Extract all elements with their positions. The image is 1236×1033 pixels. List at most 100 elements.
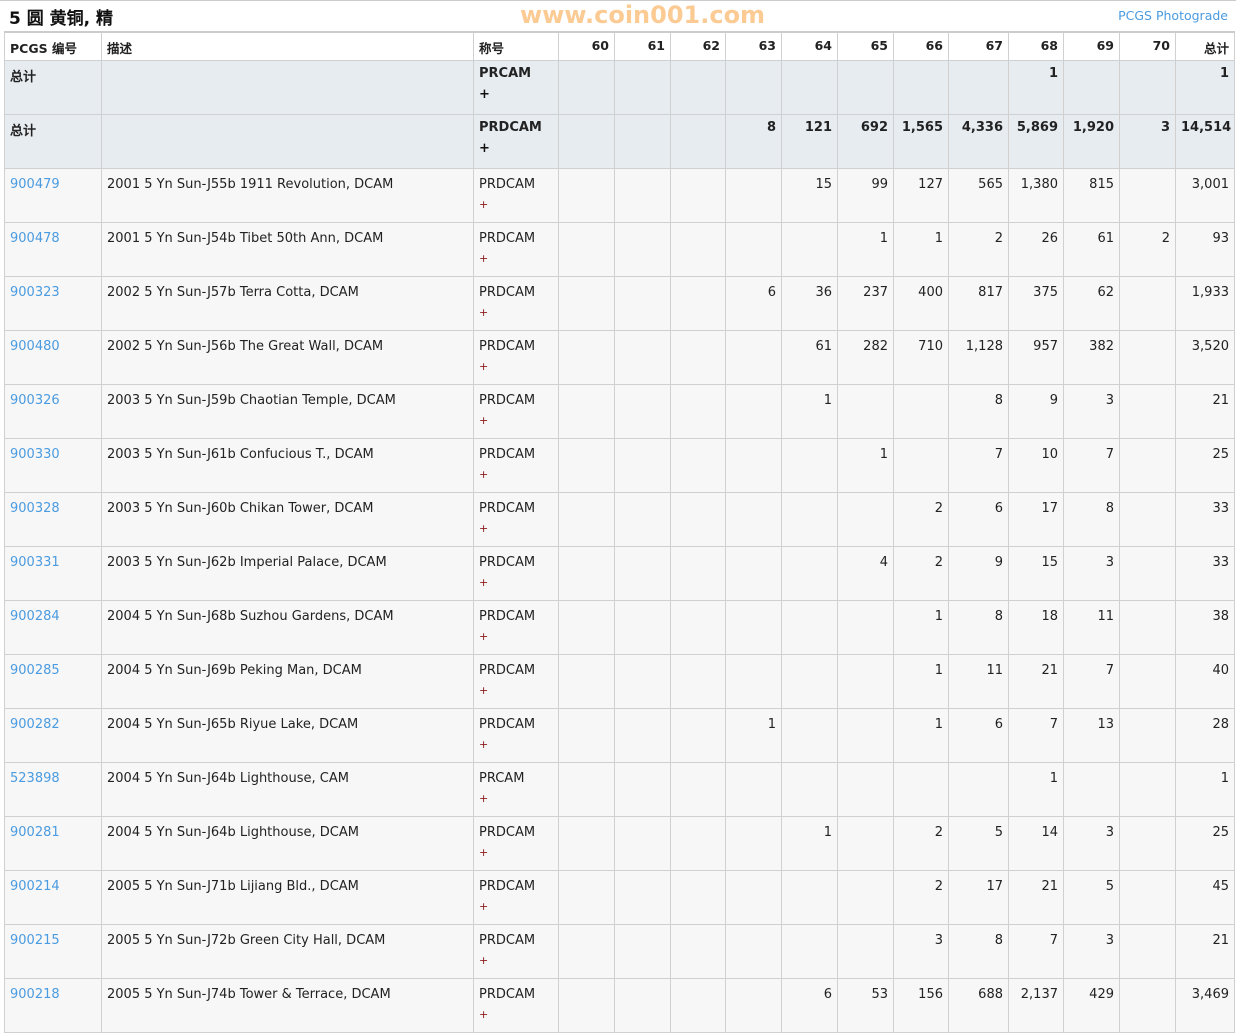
table-row: 900326 2003 5 Yn Sun-J59b Chaotian Temple… <box>4 384 1235 439</box>
grade-count-70 <box>1119 60 1176 115</box>
row-total: 93 <box>1175 222 1235 277</box>
pcgs-number-link[interactable]: 900328 <box>10 501 60 516</box>
description: 2004 5 Yn Sun-J64b Lighthouse, CAM <box>101 762 474 817</box>
row-total: 21 <box>1175 924 1235 979</box>
pcgs-number-link[interactable]: 900480 <box>10 339 60 354</box>
grade-count-69: 7 <box>1063 654 1120 709</box>
pcgs-number-link[interactable]: 900479 <box>10 177 60 192</box>
grade-count-70 <box>1119 546 1176 601</box>
grade-count-65 <box>837 384 894 439</box>
description: 2002 5 Yn Sun-J57b Terra Cotta, DCAM <box>101 276 474 331</box>
pcgs-number-link[interactable]: 900215 <box>10 933 60 948</box>
row-total: 33 <box>1175 492 1235 547</box>
pcgs-number-link[interactable]: 900330 <box>10 447 60 462</box>
table-row: 900285 2004 5 Yn Sun-J69b Peking Man, DCA… <box>4 654 1235 709</box>
grade-count-64: 121 <box>781 114 838 169</box>
column-header: 描述 <box>101 31 474 61</box>
grade-count-64 <box>781 870 838 925</box>
grade-count-61 <box>614 438 671 493</box>
totals-row: 总计 PRCAM +1 1 <box>4 60 1235 115</box>
description-cell <box>101 60 474 115</box>
plus-designation: + <box>479 87 490 102</box>
grade-count-70 <box>1119 762 1176 817</box>
grade-count-69: 429 <box>1063 978 1120 1033</box>
grade-count-70 <box>1119 276 1176 331</box>
designation-cell: PRDCAM + <box>473 114 559 169</box>
grade-count-67: 6 <box>948 708 1009 763</box>
plus-designation: + <box>479 306 489 319</box>
grade-count-69: 382 <box>1063 330 1120 385</box>
grade-count-66 <box>893 762 949 817</box>
designation-cell: PRDCAM + <box>473 924 559 979</box>
designation-cell: PRDCAM + <box>473 600 559 655</box>
pcgs-number-link[interactable]: 900285 <box>10 663 60 678</box>
column-header: 61 <box>614 31 671 61</box>
pcgs-number-link[interactable]: 523898 <box>10 771 60 786</box>
grade-count-62 <box>670 492 726 547</box>
row-total: 1,933 <box>1175 276 1235 331</box>
designation-cell: PRDCAM + <box>473 708 559 763</box>
grade-count-68: 17 <box>1008 492 1064 547</box>
pcgs-number-link[interactable]: 900281 <box>10 825 60 840</box>
grade-count-64 <box>781 222 838 277</box>
grade-count-60 <box>558 60 615 115</box>
grade-count-64 <box>781 60 838 115</box>
grade-count-68: 1 <box>1008 60 1064 115</box>
grade-count-63 <box>725 924 782 979</box>
grade-count-70: 2 <box>1119 222 1176 277</box>
pcgs-number-link[interactable]: 900478 <box>10 231 60 246</box>
table-row: 900331 2003 5 Yn Sun-J62b Imperial Palace… <box>4 546 1235 601</box>
pcgs-photograde-link[interactable]: PCGS Photograde <box>1118 8 1228 23</box>
grade-count-64 <box>781 492 838 547</box>
grade-count-68: 2,137 <box>1008 978 1064 1033</box>
grade-count-66: 3 <box>893 924 949 979</box>
row-total: 21 <box>1175 384 1235 439</box>
pcgs-number-cell: 900282 <box>4 708 102 763</box>
pcgs-number-link[interactable]: 900282 <box>10 717 60 732</box>
column-header: 68 <box>1008 31 1064 61</box>
description: 2004 5 Yn Sun-J68b Suzhou Gardens, DCAM <box>101 600 474 655</box>
designation: PRDCAM <box>479 393 536 408</box>
grade-count-62 <box>670 762 726 817</box>
grade-count-67: 2 <box>948 222 1009 277</box>
pcgs-number-link[interactable]: 900323 <box>10 285 60 300</box>
grade-count-69 <box>1063 762 1120 817</box>
pcgs-number-link[interactable]: 900214 <box>10 879 60 894</box>
grade-count-69: 62 <box>1063 276 1120 331</box>
grade-count-65 <box>837 924 894 979</box>
table-row: 523898 2004 5 Yn Sun-J64b Lighthouse, CAM… <box>4 762 1235 817</box>
grade-count-65 <box>837 870 894 925</box>
grade-count-63 <box>725 438 782 493</box>
pcgs-number-cell: 900479 <box>4 168 102 223</box>
designation: PRDCAM <box>479 717 536 732</box>
grade-count-70 <box>1119 978 1176 1033</box>
grade-count-64: 15 <box>781 168 838 223</box>
grade-count-64 <box>781 708 838 763</box>
plus-designation: + <box>479 522 489 535</box>
page-title: 5 圆 黄铜, 精 <box>9 9 114 29</box>
grade-count-63 <box>725 762 782 817</box>
grade-count-63 <box>725 546 782 601</box>
designation: PRDCAM <box>479 285 536 300</box>
grade-count-62 <box>670 870 726 925</box>
grade-count-69: 3 <box>1063 924 1120 979</box>
pcgs-number-cell: 900478 <box>4 222 102 277</box>
grade-count-60 <box>558 438 615 493</box>
pcgs-number-cell: 900214 <box>4 870 102 925</box>
grade-count-67: 5 <box>948 816 1009 871</box>
plus-designation: + <box>479 738 489 751</box>
grade-count-60 <box>558 600 615 655</box>
pcgs-number-link[interactable]: 900218 <box>10 987 60 1002</box>
designation-cell: PRCAM + <box>473 762 559 817</box>
grade-count-69: 13 <box>1063 708 1120 763</box>
table-row: 900328 2003 5 Yn Sun-J60b Chikan Tower, D… <box>4 492 1235 547</box>
pcgs-number-cell: 900328 <box>4 492 102 547</box>
grade-count-61 <box>614 708 671 763</box>
column-header: 67 <box>948 31 1009 61</box>
grade-count-61 <box>614 168 671 223</box>
pcgs-number-link[interactable]: 900284 <box>10 609 60 624</box>
column-header: 69 <box>1063 31 1120 61</box>
grade-count-62 <box>670 816 726 871</box>
pcgs-number-link[interactable]: 900326 <box>10 393 60 408</box>
pcgs-number-link[interactable]: 900331 <box>10 555 60 570</box>
